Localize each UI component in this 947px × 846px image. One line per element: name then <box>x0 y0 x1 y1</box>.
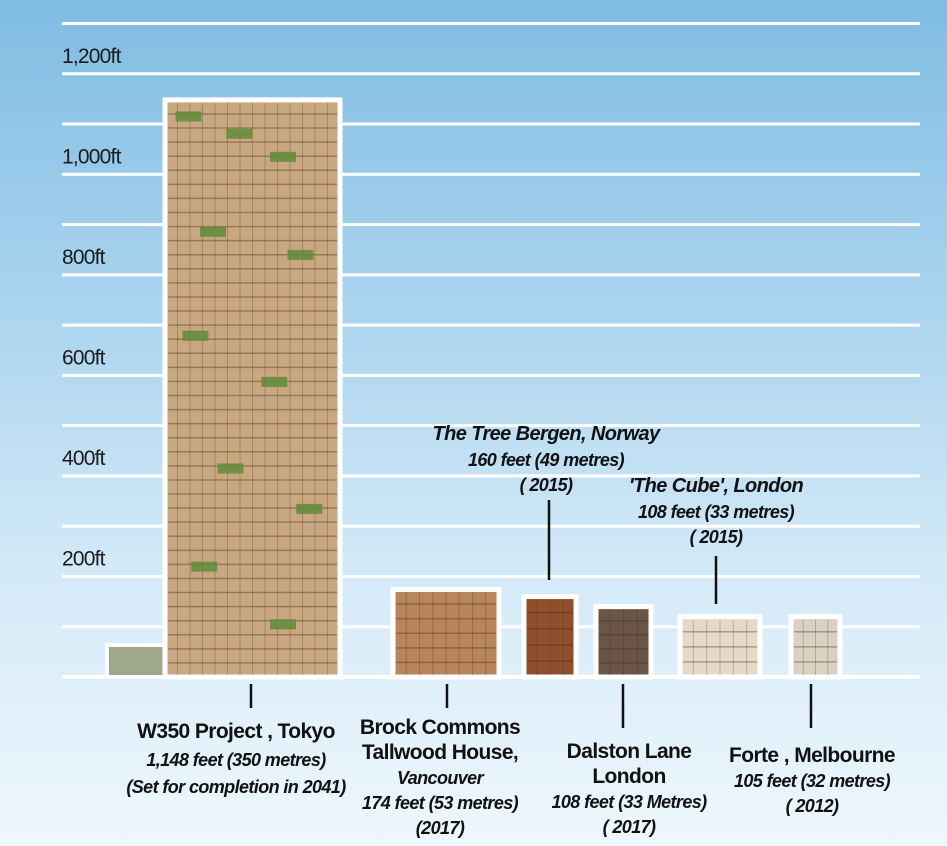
caption-line: Tallwood House, <box>362 741 518 764</box>
greenery-patch <box>175 111 202 122</box>
caption-line: (2017) <box>416 818 465 838</box>
greenery-patch <box>226 128 253 139</box>
building-2 <box>390 587 502 680</box>
building-5 <box>677 614 763 680</box>
caption-line: ( 2012) <box>786 796 839 816</box>
building-1 <box>162 97 343 680</box>
building-bar <box>162 97 343 680</box>
caption-line: 1,148 feet (350 metres) <box>146 750 326 770</box>
building-bar <box>788 614 843 680</box>
building-bar <box>521 594 579 680</box>
greenery-patch <box>270 151 296 162</box>
building-bar <box>593 604 654 680</box>
caption-line: ( 2015) <box>520 475 573 495</box>
building-captions: W350 Project , Tokyo 1,148 feet (350 metr… <box>126 423 895 838</box>
y-tick-label: 200ft <box>62 547 106 570</box>
caption-line: 'The Cube', London <box>629 475 804 497</box>
caption-line: 108 feet (33 Metres) <box>551 792 707 812</box>
caption-line: London <box>592 765 665 788</box>
greenery-patch <box>261 376 288 387</box>
y-tick-label: 600ft <box>62 346 106 369</box>
caption-line: 174 feet (53 metres) <box>362 793 519 813</box>
y-tick-label: 1,000ft <box>62 145 122 168</box>
caption-line: Brock Commons <box>360 716 520 739</box>
building-4 <box>593 604 654 680</box>
caption-line: 108 feet (33 metres) <box>638 502 795 522</box>
caption-line: Dalston Lane <box>567 740 692 763</box>
caption-line: Vancouver <box>397 768 485 788</box>
greenery-patch <box>287 249 314 260</box>
y-tick-label: 1,200ft <box>62 45 122 68</box>
greenery-patch <box>217 463 244 474</box>
caption-line: W350 Project , Tokyo <box>137 720 335 743</box>
caption-line: The Tree Bergen, Norway <box>432 423 660 445</box>
caption-line: 160 feet (49 metres) <box>468 450 625 470</box>
greenery-patch <box>191 561 218 572</box>
greenery-patch <box>296 503 323 514</box>
building-bars <box>105 97 843 728</box>
building-bar <box>677 614 763 680</box>
caption-line: ( 2017) <box>603 817 656 837</box>
greenery-patch <box>200 226 226 237</box>
building-6 <box>788 614 843 680</box>
building-3 <box>521 594 579 680</box>
caption-line: (Set for completion in 2041) <box>126 777 346 797</box>
greenery-patch <box>270 619 296 630</box>
y-tick-label: 800ft <box>62 246 106 269</box>
caption-line: Forte , Melbourne <box>729 744 895 767</box>
caption-line: ( 2015) <box>690 527 743 547</box>
caption-line: 105 feet (32 metres) <box>734 771 891 791</box>
y-tick-label: 400ft <box>62 447 106 470</box>
greenery-patch <box>182 330 209 341</box>
y-axis-tick-labels: 200ft 400ft 600ft 800ft 1,000ft 1,200ft <box>62 45 122 571</box>
building-bar <box>390 587 502 680</box>
